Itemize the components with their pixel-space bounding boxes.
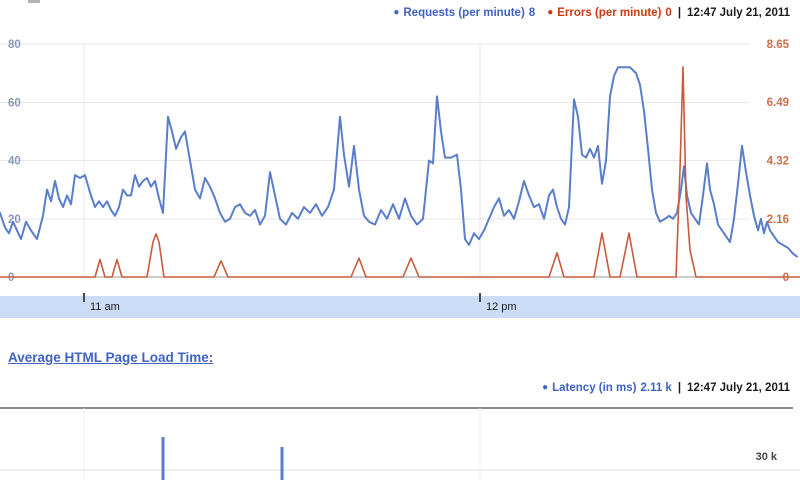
left-axis-tick-label: 80 [8,39,21,51]
time-tick-label-11am: 11 am [90,301,120,313]
requests-series-dot-icon: ● [393,6,400,18]
left-axis-tick-label: 0 [8,272,14,284]
right-axis-tick-label: 2.16 [767,214,789,226]
latency-axis-tick-label: 30 k [756,451,778,463]
time-tick-label-12pm: 12 pm [486,301,517,313]
right-axis-tick-label: 8.65 [767,39,790,51]
latency-current-value: 2.11 k [640,382,672,394]
latency-legend-timestamp: 12:47 July 21, 2011 [687,382,790,394]
right-axis-tick-label: 0 [783,272,789,284]
requests-series-label: Requests (per minute) [403,7,525,19]
errors-series-label: Errors (per minute) [557,7,662,19]
latency-series-label: Latency (in ms) [552,382,637,394]
legend-separator: | [677,7,682,19]
time-axis-band [0,296,800,318]
right-axis-tick-label: 6.49 [767,97,789,109]
left-axis-tick-label: 40 [8,156,21,168]
latency-chart-legend: ● Latency (in ms) 2.11 k | 12:47 July 21… [542,381,790,395]
legend-separator: | [677,382,682,394]
cropped-text-fragment [28,0,40,3]
requests-line [0,66,798,258]
requests-chart-legend: ● Requests (per minute) 8 ● Errors (per … [393,6,790,20]
latency-series-dot-icon: ● [542,381,549,393]
errors-current-value: 0 [665,7,672,19]
left-axis-tick-label: 60 [8,97,21,109]
right-axis-tick-label: 4.32 [767,156,789,168]
errors-line [0,66,800,278]
left-axis-tick-label: 20 [8,214,21,226]
requests-current-value: 8 [528,7,536,19]
page-load-time-title-link[interactable]: Average HTML Page Load Time: [8,350,214,365]
requests-legend-timestamp: 12:47 July 21, 2011 [687,7,790,19]
errors-series-dot-icon: ● [547,6,554,18]
